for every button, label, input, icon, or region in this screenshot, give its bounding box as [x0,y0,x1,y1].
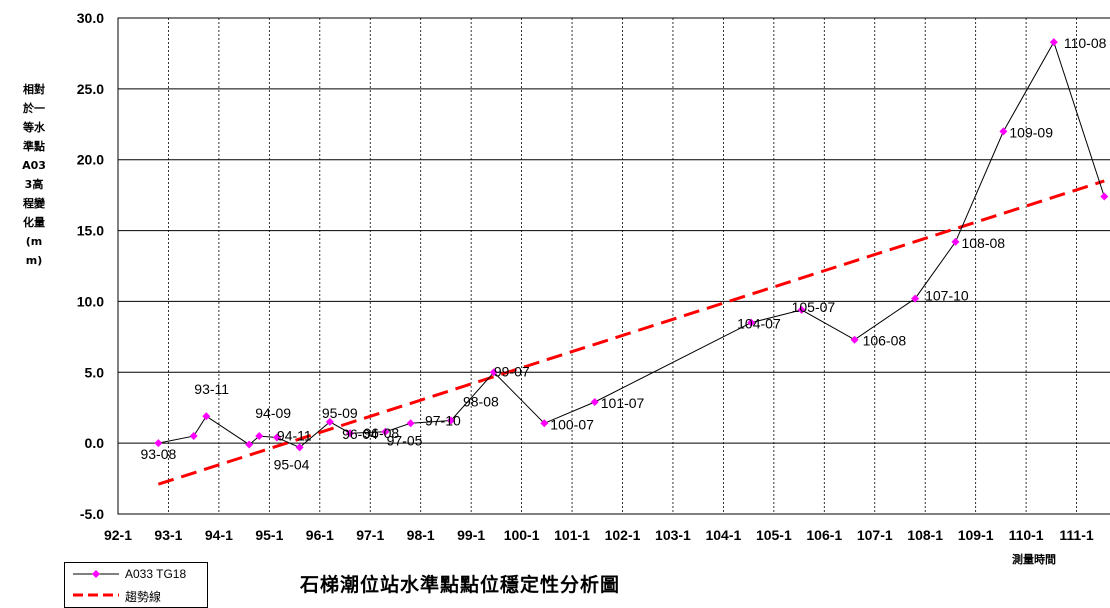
y-tick-label: 20.0 [77,152,104,168]
legend-swatch-series [73,570,119,578]
chart-title: 石梯潮位站水準點點位穩定性分析圖 [300,574,621,596]
data-point-label: 96-04 [342,426,378,442]
x-tick-label: 97-1 [356,527,384,543]
data-point-marker [797,305,806,314]
data-point-marker [154,439,163,448]
data-point-label: 94-09 [255,405,291,421]
y-tick-label: 10.0 [77,293,104,309]
data-point-label: 108-08 [961,235,1005,251]
data-point-marker [489,368,498,377]
x-axis-label: 測量時間 [1012,553,1056,566]
data-point-label: 106-08 [863,333,907,349]
data-point-label: 97-10 [425,412,461,428]
data-point-marker [272,433,281,442]
data-point-marker [1049,38,1058,47]
x-tick-label: 107-1 [857,527,893,543]
data-point-label: 95-04 [274,456,310,472]
x-tick-label: 108-1 [907,527,943,543]
data-point-marker [540,419,549,428]
data-point-label: 99-07 [494,363,530,379]
y-tick-label: -5.0 [80,506,104,522]
y-tick-label: 15.0 [77,223,104,239]
y-axis-ticks: -5.0 0.0 5.0 10.0 15.0 20.0 25.0 30.0 [77,10,104,522]
data-point-label: 94-11 [277,427,312,443]
data-point-label: 107-10 [925,288,969,304]
x-tick-label: 106-1 [806,527,842,543]
y-tick-label: 5.0 [85,364,105,380]
data-point-label: 110-08 [1064,35,1107,51]
x-tick-label: 100-1 [504,527,540,543]
x-tick-label: 102-1 [605,527,641,543]
data-point-marker [446,416,455,425]
x-tick-label: 111-1 [1059,527,1093,543]
data-point-marker [381,427,390,436]
data-point-marker [747,318,756,327]
legend-item-series: A033 TG18 [65,565,207,585]
legend-item-trend: 趨勢線 [65,586,207,606]
y-tick-label: 0.0 [85,435,105,451]
y-tick-label: 30.0 [77,10,104,26]
data-point-marker [346,429,355,438]
data-point-label: 104-07 [737,316,781,332]
data-point-label: 101-07 [601,395,645,411]
data-point-label: 97-05 [387,432,423,448]
x-axis-ticks: 92-1 93-1 94-1 95-1 96-1 97-1 98-1 99-1 100-1 101… [104,527,1110,543]
point-labels: 93-08 93-11 94-09 94-11 95-04 95-09 96-0496-08… [140,35,1107,472]
x-tick-label: 96-1 [306,527,334,543]
data-point-label: 109-09 [1009,124,1053,140]
data-point-label: 93-08 [140,446,176,462]
x-tick-label: 104-1 [705,527,741,543]
x-tick-label: 105-1 [756,527,792,543]
data-point-marker [406,419,415,428]
x-tick-label: 103-1 [655,527,691,543]
data-point-marker [295,443,304,452]
x-tick-label: 95-1 [255,527,283,543]
x-tick-label: 101-1 [554,527,590,543]
data-point-label: 105-07 [792,299,836,315]
data-point-label: 95-09 [322,405,358,421]
series-layer [154,38,1109,486]
trend-line [157,179,1105,486]
data-point-label: 96-08 [363,425,399,441]
legend: A033 TG18 趨勢線 [64,562,208,608]
x-tick-label: 92-1 [104,527,132,543]
data-point-marker [245,440,254,449]
plot-area-border [117,17,1110,515]
legend-swatch-trend [73,593,119,597]
y-axis-label: 相對於一等水準點A033高程變化量(mm) [22,83,46,267]
legend-label-trend: 趨勢線 [125,590,162,604]
data-point-marker [911,294,920,303]
data-point-marker [202,412,211,421]
data-point-label: 100-07 [550,416,594,432]
data-point-marker [951,237,960,246]
grid-lines [117,17,1110,515]
data-point-marker [189,432,198,441]
x-tick-label: 94-1 [205,527,233,543]
x-tick-label: 110-1 [1009,527,1044,543]
x-tick-label: 98-1 [407,527,435,543]
data-point-label: 98-08 [463,393,499,409]
data-point-marker [255,432,264,441]
x-tick-label: 99-1 [457,527,485,543]
data-point-label: 93-11 [194,381,229,397]
data-point-marker [1100,192,1109,201]
data-point-marker [999,127,1008,136]
x-tick-label: 93-1 [154,527,182,543]
data-point-marker [590,398,599,407]
data-point-marker [850,335,859,344]
x-tick-label: 109-1 [958,527,994,543]
y-tick-label: 25.0 [77,81,104,97]
legend-label-series: A033 TG18 [125,567,187,581]
data-point-marker [325,417,334,426]
